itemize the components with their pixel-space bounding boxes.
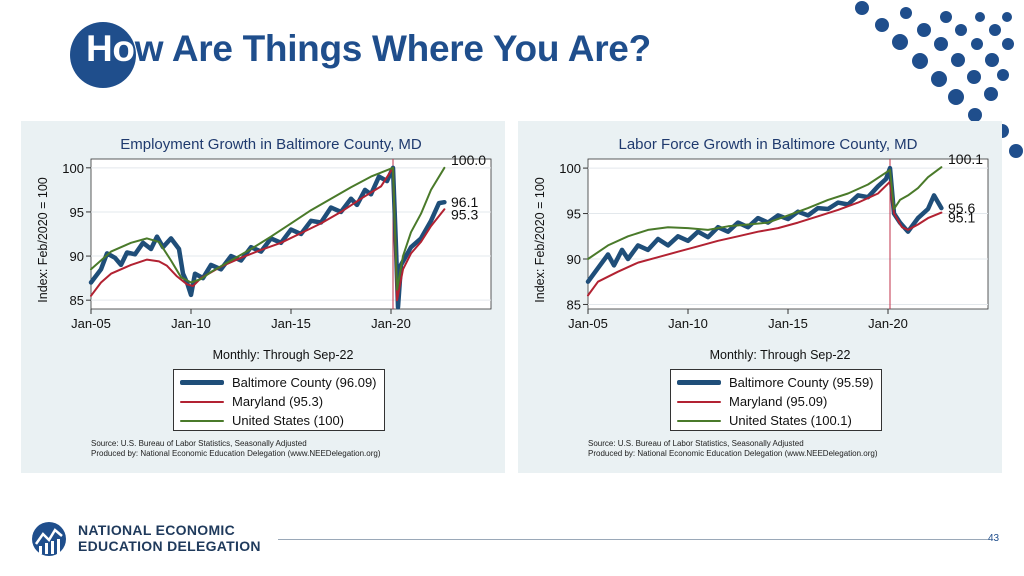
legend-swatch-us [180,419,224,422]
legend-swatch-maryland [180,400,224,403]
decorative-dot-pattern [855,1,1023,158]
series-line-maryland [587,180,943,297]
y-axis-label: Index: Feb/2020 = 100 [533,177,547,302]
page-number: 43 [988,533,1000,544]
title-accent-circle [70,22,136,88]
end-value-label: 100.0 [451,152,486,168]
legend-entry-baltimore: Baltimore County (96.09) [180,373,378,392]
legend-entry-us: United States (100) [180,411,378,430]
legend-label-maryland: Maryland (95.3) [232,394,324,409]
chart-title: Labor Force Growth in Baltimore County, … [619,136,918,153]
legend-entry-maryland: Maryland (95.3) [180,392,378,411]
end-value-label: 95.1 [948,210,975,226]
slide-title-part2: w Are Things Where You Are? [134,28,651,69]
legend-label-maryland: Maryland (95.09) [729,394,828,409]
legend-swatch-us [677,419,721,422]
chart-subtitle: Monthly: Through Sep-22 [710,348,851,362]
legend-label-us: United States (100.1) [729,413,852,428]
x-tick-label: Jan-20 [371,316,411,331]
legend-label-baltimore: Baltimore County (96.09) [232,375,377,390]
x-tick-label: Jan-10 [668,316,708,331]
series-line-us [90,166,446,291]
plot-area [90,158,492,310]
y-tick-label: 95 [70,205,84,220]
employment-chart-source: Source: U.S. Bureau of Labor Statistics,… [91,439,381,459]
x-tick-label: Jan-05 [71,316,111,331]
slide-title: How Are Things Where You Are? [86,28,651,70]
org-name-line2: EDUCATION DELEGATION [78,538,261,554]
x-tick-label: Jan-10 [171,316,211,331]
legend-swatch-maryland [677,400,721,403]
footer-divider [278,539,990,540]
end-value-label: 100.1 [948,151,983,167]
source-line-1: Source: U.S. Bureau of Labor Statistics,… [588,439,804,448]
series-line-us [587,166,943,260]
y-tick-label: 100 [62,161,84,176]
end-value-label: 95.6 [948,200,975,216]
y-tick-label: 85 [70,293,84,308]
legend-entry-maryland: Maryland (95.09) [677,392,875,411]
end-value-label: 95.3 [451,206,478,222]
y-tick-label: 95 [567,207,581,222]
y-axis-label: Index: Feb/2020 = 100 [36,177,50,302]
x-tick-label: Jan-20 [868,316,908,331]
y-tick-label: 90 [567,252,581,267]
legend-swatch-baltimore [677,380,721,385]
source-line-2: Produced by: National Economic Education… [91,449,381,458]
x-tick-label: Jan-15 [271,316,311,331]
source-line-2: Produced by: National Economic Education… [588,449,878,458]
chart-subtitle: Monthly: Through Sep-22 [213,348,354,362]
plot-area [587,158,989,310]
x-tick-label: Jan-15 [768,316,808,331]
legend-label-baltimore: Baltimore County (95.59) [729,375,874,390]
employment-chart-panel: Employment Growth in Baltimore County, M… [21,121,505,473]
y-tick-label: 85 [567,297,581,312]
y-tick-label: 100 [559,161,581,176]
labor-force-chart: Labor Force Growth in Baltimore County, … [533,136,989,362]
legend-swatch-baltimore [180,380,224,385]
source-line-1: Source: U.S. Bureau of Labor Statistics,… [91,439,307,448]
y-tick-label: 90 [70,249,84,264]
employment-chart-legend: Baltimore County (96.09) Maryland (95.3)… [173,369,385,431]
slide-title-part1: Ho [86,28,135,69]
employment-chart: Employment Growth in Baltimore County, M… [36,136,492,362]
legend-entry-baltimore: Baltimore County (95.59) [677,373,875,392]
legend-entry-us: United States (100.1) [677,411,875,430]
labor-force-chart-panel: Labor Force Growth in Baltimore County, … [518,121,1002,473]
chart-title: Employment Growth in Baltimore County, M… [120,136,422,153]
series-line-maryland [90,166,446,302]
labor-force-chart-source: Source: U.S. Bureau of Labor Statistics,… [588,439,878,459]
end-value-label: 96.1 [451,194,478,210]
need-logo-icon [32,522,66,556]
labor-force-chart-legend: Baltimore County (95.59) Maryland (95.09… [670,369,882,431]
org-name-line1: NATIONAL ECONOMIC [78,522,236,538]
x-tick-label: Jan-05 [568,316,608,331]
organization-name: NATIONAL ECONOMIC EDUCATION DELEGATION [78,522,261,554]
legend-label-us: United States (100) [232,413,345,428]
